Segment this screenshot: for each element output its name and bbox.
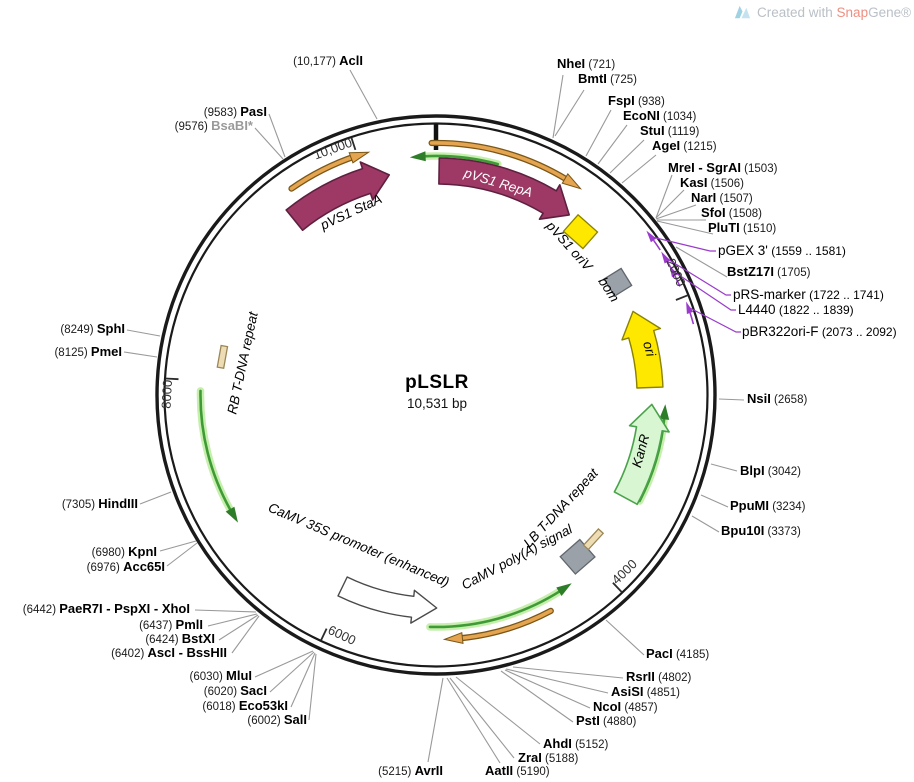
leader-line: [700, 494, 729, 508]
leader-line: [290, 652, 316, 708]
orf-arrowhead: [556, 583, 572, 596]
plasmid-backbone-inner-circle: [163, 122, 709, 668]
leader-line: [605, 619, 645, 656]
orf-arrowhead: [442, 631, 464, 645]
orf-arrowhead: [225, 506, 238, 523]
feature-label-ori: ori: [640, 340, 659, 359]
orf-arrow-orange: [456, 609, 553, 641]
feature-arrow-kanr: [613, 403, 670, 506]
leader-line: [194, 609, 257, 613]
orf-arrow-orange: [429, 141, 570, 182]
orf-arrowhead: [561, 173, 582, 190]
leader-line: [269, 651, 315, 693]
scale-tick: [350, 137, 357, 151]
scale-tick: [675, 294, 689, 301]
leader-line: [655, 204, 697, 220]
primer-mark-tail: [674, 275, 681, 287]
leader-line: [207, 613, 258, 627]
leader-line: [675, 246, 728, 278]
leader-line: [512, 666, 624, 679]
tick-label-4000: 4000: [609, 556, 640, 587]
leader-line: [504, 669, 591, 709]
leader-line: [718, 398, 745, 401]
leader-line: [427, 677, 444, 763]
leader-line: [552, 74, 564, 139]
leader-line: [655, 189, 685, 219]
leader-line: [308, 653, 317, 721]
feature-arrow-camv-35s-promoter: [337, 576, 438, 624]
leader-line: [254, 650, 314, 678]
orf-arrowhead: [409, 151, 426, 162]
orf-arrow-green-glow: [426, 586, 565, 631]
scale-tick: [320, 628, 328, 641]
feature-label-camv-polya-signal: CaMV poly(A) signal: [459, 521, 576, 592]
feature-label-rb-tdna-repeat: RB T-DNA repeat: [224, 309, 261, 415]
primer-leader-line: [665, 257, 731, 296]
leader-line: [218, 614, 259, 641]
leader-line: [554, 89, 585, 137]
orf-arrow-green: [428, 589, 562, 629]
leader-line: [710, 463, 738, 472]
leader-line: [123, 351, 158, 358]
orf-arrow-green: [199, 389, 233, 513]
leader-line: [254, 127, 284, 160]
leader-line: [126, 329, 161, 337]
feature-box-rb-tdna-repeat: [216, 344, 229, 370]
feature-arrow-pvs1-staa: [285, 161, 390, 231]
orf-arrowhead: [348, 151, 371, 164]
primer-leader-line: [687, 306, 741, 333]
feature-box-bom: [603, 267, 633, 297]
primer-leader-line: [672, 270, 736, 311]
scale-tick: [612, 582, 623, 593]
orf-arrow-green: [422, 154, 500, 166]
leader-line: [621, 154, 657, 184]
leader-line: [446, 677, 501, 764]
leader-line: [656, 220, 714, 235]
orf-arrowhead: [659, 404, 670, 420]
feature-label-camv-35s-promoter: CaMV 35S promoter (enhanced): [266, 500, 451, 590]
feature-arrow-pvs1-repa: [438, 157, 570, 220]
leader-line: [231, 615, 260, 654]
leader-line: [159, 540, 197, 552]
primer-mark-arrowhead: [669, 265, 678, 278]
tick-label-8000: 8000: [159, 379, 175, 409]
leader-line: [455, 676, 541, 745]
primer-leader-line: [651, 236, 716, 252]
tick-label-2000: 2000: [663, 256, 688, 289]
leader-line: [500, 670, 574, 723]
primer-mark-tail: [652, 239, 661, 251]
leader-line: [166, 542, 198, 567]
feature-box-pvs1-oriv: [562, 213, 599, 250]
leader-line: [349, 69, 378, 120]
primer-mark-arrowhead: [661, 251, 671, 264]
primer-mark-arrowhead: [646, 230, 657, 243]
leader-line: [609, 139, 645, 174]
leader-line: [505, 668, 609, 694]
leader-line: [597, 124, 628, 165]
primer-mark-arrowhead: [686, 301, 694, 314]
leader-line: [139, 491, 172, 505]
scale-tick: [165, 377, 179, 381]
feature-arrow-ori: [621, 310, 664, 389]
feature-box-lb-tdna-repeat: [582, 527, 605, 551]
plasmid-backbone-outer-circle: [155, 114, 717, 676]
leader-line: [691, 515, 720, 533]
primer-mark-tail: [689, 312, 695, 325]
leader-line: [449, 677, 515, 759]
leader-line: [268, 113, 286, 158]
leader-line: [655, 174, 673, 219]
leader-line: [585, 109, 612, 157]
